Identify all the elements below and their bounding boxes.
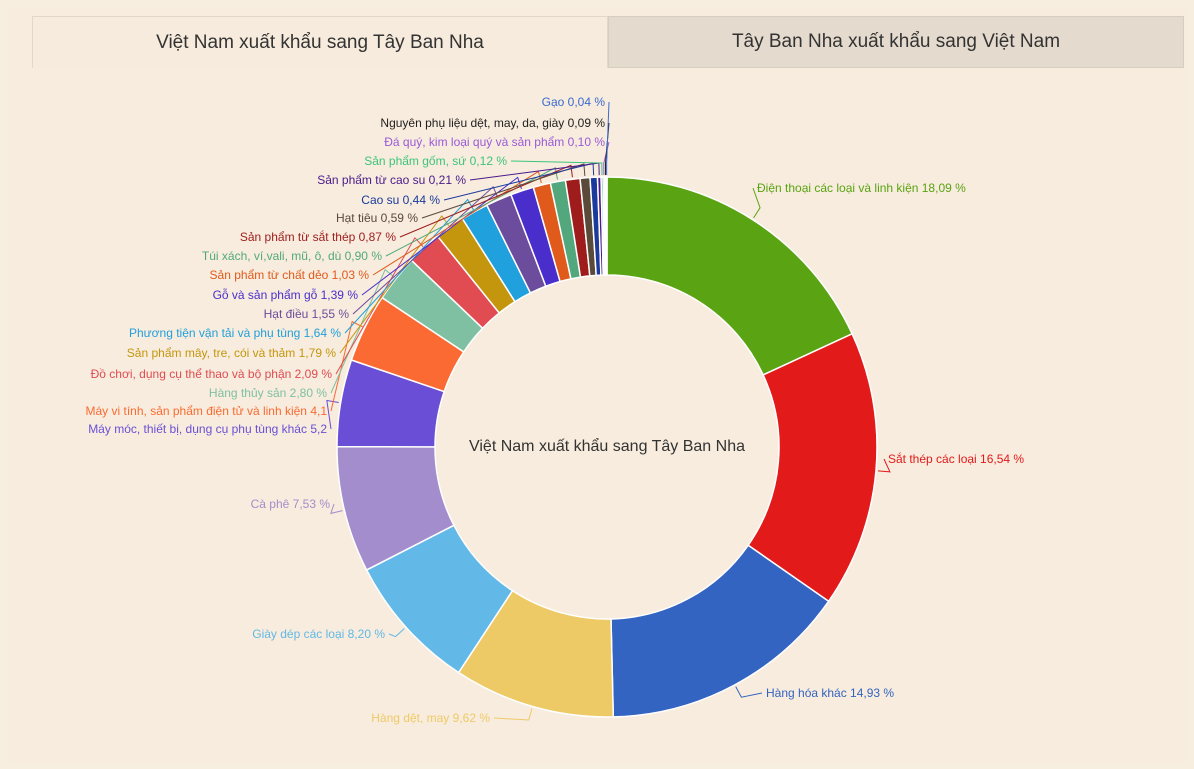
slice-label: Điện thoại các loại và linh kiện 18,09 % xyxy=(757,181,966,195)
tab-bar: Việt Nam xuất khẩu sang Tây Ban Nha Tây … xyxy=(32,16,1184,68)
leader-line xyxy=(752,187,761,219)
tab-spain-export[interactable]: Tây Ban Nha xuất khẩu sang Việt Nam xyxy=(608,16,1184,68)
slice-labels: Điện thoại các loại và linh kiện 18,09 %… xyxy=(86,95,1025,725)
leader-line xyxy=(385,166,558,257)
slice-label: Đá quý, kim loại quý và sản phẩm 0,10 % xyxy=(384,135,605,149)
slice-label: Cao su 0,44 % xyxy=(361,193,440,207)
leader-lines xyxy=(326,101,891,721)
slice-label: Sản phẩm gốm, sứ 0,12 % xyxy=(364,154,507,168)
slice-label: Sản phẩm từ cao su 0,21 % xyxy=(317,173,466,187)
slice-label: Hạt điều 1,55 % xyxy=(264,307,350,321)
leader-line xyxy=(877,458,891,473)
tab-vietnam-export[interactable]: Việt Nam xuất khẩu sang Tây Ban Nha xyxy=(32,16,608,68)
leader-line xyxy=(735,686,763,698)
leader-line xyxy=(510,160,603,176)
leader-line xyxy=(388,628,405,638)
slice-label: Máy vi tính, sản phẩm điện tử và linh ki… xyxy=(86,404,328,418)
slice-label: Sản phẩm mây, tre, cói và thảm 1,79 % xyxy=(127,346,337,360)
donut-slice[interactable] xyxy=(606,176,854,376)
leader-line xyxy=(421,163,586,219)
leader-line xyxy=(330,320,364,412)
slice-label: Hạt tiêu 0,59 % xyxy=(336,211,418,225)
leader-line xyxy=(352,185,499,315)
slice-label: Sắt thép các loại 16,54 % xyxy=(888,451,1024,466)
slice-label: Gỗ và sản phẩm gỗ 1,39 % xyxy=(213,287,359,302)
donut-slice[interactable] xyxy=(605,176,608,276)
slice-label: Nguyên phụ liệu dệt, may, da, giày 0,09 … xyxy=(380,116,605,130)
leader-line xyxy=(335,236,424,375)
donut-slices xyxy=(336,176,878,718)
slice-label: Hàng dệt, may 9,62 % xyxy=(371,711,490,725)
slice-label: Đồ chơi, dụng cụ thể thao và bộ phận 2,0… xyxy=(91,367,333,381)
slice-label: Sản phẩm từ sắt thép 0,87 % xyxy=(240,229,396,244)
leader-line xyxy=(606,101,610,176)
slice-label: Cà phê 7,53 % xyxy=(251,497,331,511)
leader-line xyxy=(493,708,533,721)
leader-line xyxy=(399,164,573,238)
slice-label: Máy móc, thiết bị, dụng cụ phụ tùng khác… xyxy=(88,422,327,436)
slice-label: Túi xách, ví,vali, mũ, ô, dù 0,90 % xyxy=(202,249,382,263)
slice-label: Sản phẩm từ chất dẻo 1,03 % xyxy=(210,268,370,282)
slice-label: Phương tiện vận tải và phụ tùng 1,64 % xyxy=(129,326,341,340)
slice-label: Giày dép các loại 8,20 % xyxy=(252,627,385,641)
slice-label: Hàng hóa khác 14,93 % xyxy=(766,686,894,700)
leader-line xyxy=(330,503,343,515)
center-label: Việt Nam xuất khẩu sang Tây Ban Nha xyxy=(469,437,745,455)
slice-label: Gạo 0,04 % xyxy=(542,95,606,109)
slice-label: Hàng thủy sản 2,80 % xyxy=(209,386,327,400)
leader-line xyxy=(326,399,339,430)
